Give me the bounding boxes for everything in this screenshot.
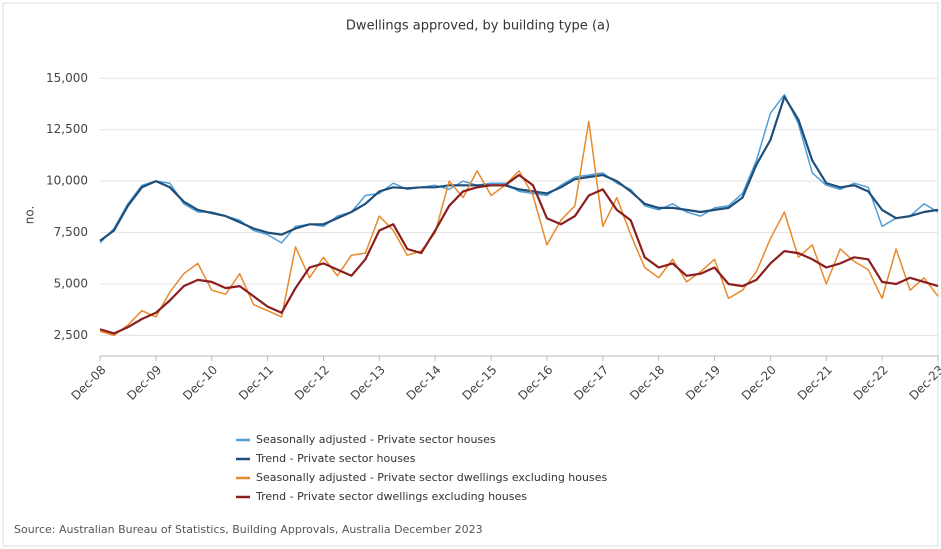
y-tick-label: 15,000 bbox=[46, 71, 88, 85]
legend-label: Seasonally adjusted - Private sector hou… bbox=[256, 433, 496, 446]
source: Source: Australian Bureau of Statistics,… bbox=[14, 523, 483, 536]
y-tick-label: 10,000 bbox=[46, 174, 88, 188]
legend-label: Seasonally adjusted - Private sector dwe… bbox=[256, 471, 607, 484]
legend-label: Trend - Private sector dwellings excludi… bbox=[255, 490, 527, 503]
legend-label: Trend - Private sector houses bbox=[255, 452, 416, 465]
y-tick-label: 7,500 bbox=[54, 225, 88, 239]
y-tick-label: 5,000 bbox=[54, 277, 88, 291]
series-line bbox=[99, 173, 939, 335]
chart-title: Dwellings approved, by building type (a) bbox=[346, 19, 610, 34]
y-tick-label: 12,500 bbox=[46, 122, 88, 136]
y-tick-label: 2,500 bbox=[54, 328, 88, 342]
series-line bbox=[99, 95, 939, 242]
series-line bbox=[99, 120, 939, 337]
y-axis-label: no. bbox=[23, 206, 37, 225]
series-line bbox=[99, 93, 939, 244]
